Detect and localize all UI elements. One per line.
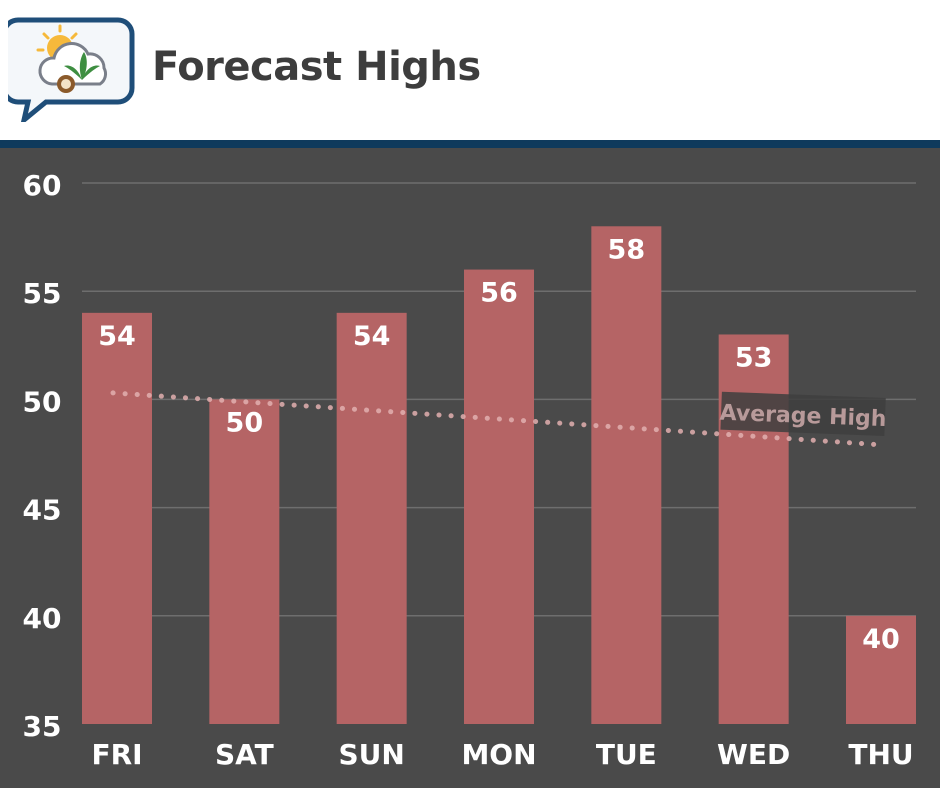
x-tick-label: SAT xyxy=(215,738,274,771)
header: Forecast Highs xyxy=(0,0,940,140)
x-tick-label: TUE xyxy=(596,738,657,771)
x-tick-label: WED xyxy=(717,738,790,771)
bar xyxy=(82,312,152,724)
y-tick-label: 60 xyxy=(23,169,62,202)
bar-value-label: 56 xyxy=(480,278,518,309)
bar-value-label: 58 xyxy=(608,234,646,265)
bar xyxy=(591,226,662,724)
bar-value-label: 50 xyxy=(226,407,264,438)
average-label-backing xyxy=(720,391,886,436)
bar-value-label: 40 xyxy=(862,624,900,655)
x-tick-label: SUN xyxy=(338,738,404,771)
y-tick-label: 45 xyxy=(23,494,62,527)
bar-value-label: 54 xyxy=(98,321,136,352)
chart: 35 40 45 50 55 60 54 FRI 50 SAT 54 SUN 56 MON 58 TUE 53 W… xyxy=(0,148,940,788)
y-tick-label: 35 xyxy=(23,710,62,743)
y-tick-label: 55 xyxy=(23,277,62,310)
bar-value-label: 54 xyxy=(353,321,391,352)
y-tick-label: 40 xyxy=(23,602,62,635)
average-line xyxy=(110,390,884,448)
page-title: Forecast Highs xyxy=(152,44,481,90)
x-tick-label: MON xyxy=(461,738,536,771)
bar xyxy=(209,399,280,724)
x-tick-label: FRI xyxy=(91,738,142,771)
bar-value-label: 53 xyxy=(735,342,773,373)
average-label: Average High xyxy=(719,391,887,436)
y-tick-label: 50 xyxy=(23,385,62,418)
bar xyxy=(464,269,534,724)
bar xyxy=(846,615,916,724)
weather-logo-icon xyxy=(8,17,135,122)
bar xyxy=(336,312,407,724)
forecast-bar-chart: 35 40 45 50 55 60 54 FRI 50 SAT 54 SUN 56 MON 58 TUE 53 W… xyxy=(23,169,916,771)
header-rule xyxy=(0,140,940,148)
x-tick-label: THU xyxy=(848,738,913,771)
